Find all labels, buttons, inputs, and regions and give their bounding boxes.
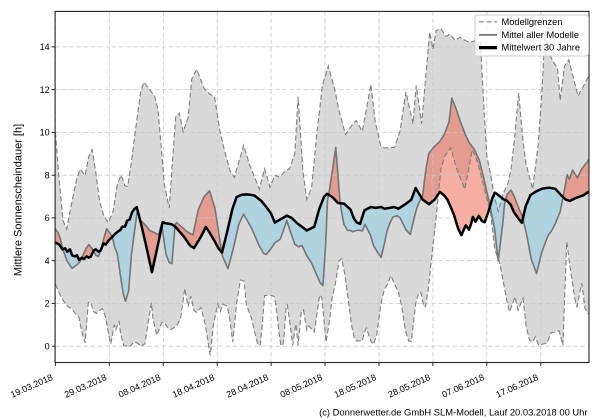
svg-text:6: 6 (45, 213, 50, 223)
svg-text:10: 10 (40, 128, 50, 138)
svg-text:14: 14 (40, 42, 50, 52)
svg-text:Mittlere Sonnenscheindauer [h]: Mittlere Sonnenscheindauer [h] (13, 124, 25, 276)
svg-text:4: 4 (45, 256, 50, 266)
svg-text:12: 12 (40, 85, 50, 95)
svg-text:0: 0 (45, 341, 50, 351)
svg-text:2: 2 (45, 299, 50, 309)
svg-text:8: 8 (45, 170, 50, 180)
svg-text:Modellgrenzen: Modellgrenzen (502, 17, 563, 27)
svg-text:Mittel aller Modelle: Mittel aller Modelle (502, 30, 580, 40)
svg-text:Mittelwert 30 Jahre: Mittelwert 30 Jahre (502, 43, 581, 53)
svg-text:(c) Donnerwetter.de GmbH SLM-M: (c) Donnerwetter.de GmbH SLM-Modell, Lau… (319, 407, 587, 418)
